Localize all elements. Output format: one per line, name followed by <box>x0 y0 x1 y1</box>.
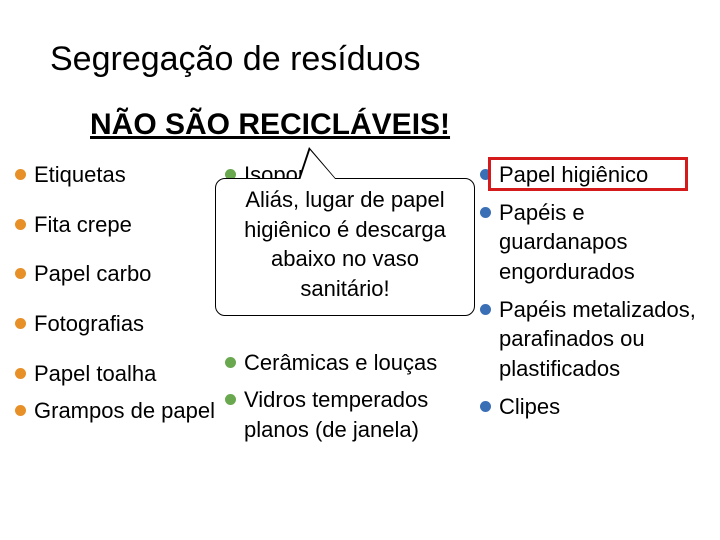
item-label: Vidros temperados planos (de janela) <box>244 385 480 444</box>
list-item: Grampos de papel <box>15 396 225 426</box>
item-label: Papel carbo <box>34 259 151 289</box>
bullet-icon <box>480 207 491 218</box>
list-item: Clipes <box>480 392 705 422</box>
list-item: Fotografias <box>15 309 225 339</box>
bullet-icon <box>15 318 26 329</box>
column-3: Papel higiênico Papéis e guardanapos eng… <box>480 160 705 453</box>
list-item: Vidros temperados planos (de janela) <box>225 385 480 444</box>
bullet-icon <box>15 405 26 416</box>
item-label: Etiquetas <box>34 160 126 190</box>
item-label: Clipes <box>499 392 560 422</box>
item-label: Fita crepe <box>34 210 132 240</box>
list-item: Papéis e guardanapos engordurados <box>480 198 705 287</box>
item-label: Grampos de papel <box>34 396 215 426</box>
list-item: Fita crepe <box>15 210 225 240</box>
item-label: Papéis metalizados, parafinados ou plast… <box>499 295 705 384</box>
bullet-icon <box>15 368 26 379</box>
slide-title: Segregação de resíduos <box>50 40 420 79</box>
list-item: Etiquetas <box>15 160 225 190</box>
list-item: Cerâmicas e louças <box>225 348 480 378</box>
item-label: Papéis e guardanapos engordurados <box>499 198 705 287</box>
item-label: Papel toalha <box>34 359 156 389</box>
callout-tail <box>300 150 336 180</box>
bullet-icon <box>480 401 491 412</box>
bullet-icon <box>480 304 491 315</box>
highlight-box <box>488 157 688 191</box>
list-item: Papel carbo <box>15 259 225 289</box>
column-1: Etiquetas Fita crepe Papel carbo Fotogra… <box>15 160 225 453</box>
list-item: Papel toalha <box>15 359 225 389</box>
slide-subtitle: NÃO SÃO RECICLÁVEIS! <box>90 108 450 142</box>
bullet-icon <box>15 268 26 279</box>
bullet-icon <box>15 169 26 180</box>
speech-callout: Aliás, lugar de papel higiênico é descar… <box>215 178 475 316</box>
bullet-icon <box>15 219 26 230</box>
item-label: Fotografias <box>34 309 144 339</box>
list-item: Papéis metalizados, parafinados ou plast… <box>480 295 705 384</box>
item-label: Cerâmicas e louças <box>244 348 437 378</box>
bullet-icon <box>225 357 236 368</box>
bullet-icon <box>225 394 236 405</box>
